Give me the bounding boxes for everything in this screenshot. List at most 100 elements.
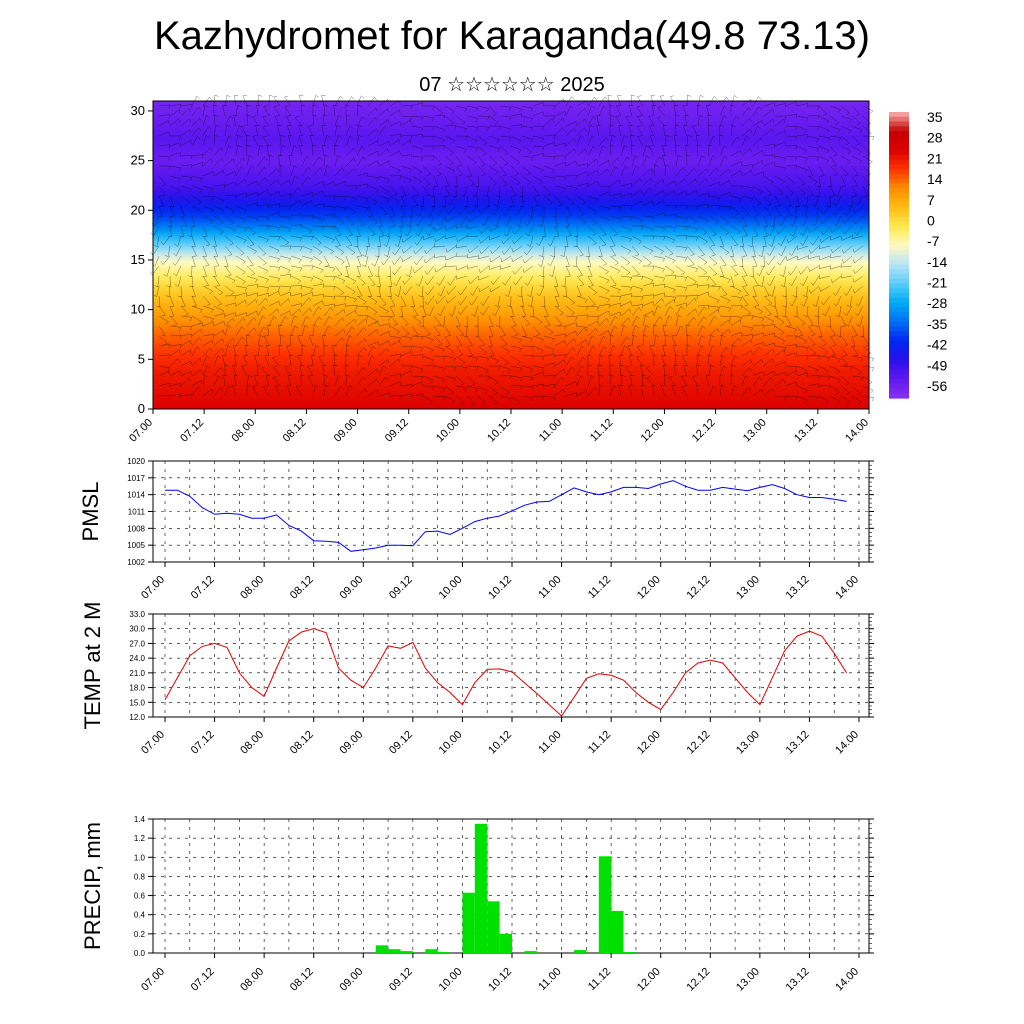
wind-barb: [456, 235, 468, 242]
wind-barb: [367, 150, 379, 157]
wind-barb: [479, 205, 490, 214]
page-subtitle: 07 ☆☆☆☆☆☆ 2025: [419, 74, 605, 96]
wind-barb: [631, 189, 643, 197]
wind-barb: [415, 225, 424, 237]
wind-barb: [312, 156, 322, 167]
wind-barb: [741, 164, 754, 169]
wind-barb: [290, 144, 298, 157]
wind-barb: [334, 215, 345, 225]
wind-barb: [609, 255, 620, 266]
x-tick-label: 11.12: [586, 966, 613, 993]
wind-barb: [400, 295, 407, 307]
wind-barb: [620, 156, 630, 167]
wind-barb: [388, 275, 393, 288]
x-tick-label: 13.00: [734, 574, 762, 602]
wind-barb: [719, 245, 730, 256]
wind-barb: [488, 375, 499, 386]
wind-barb: [587, 215, 598, 226]
wind-barb: [642, 225, 655, 233]
wind-barb: [543, 315, 551, 327]
wind-barb: [384, 225, 391, 238]
wind-barb: [767, 275, 776, 287]
wind-barb: [279, 273, 292, 279]
wind-barb: [645, 376, 655, 387]
wind-barb: [685, 324, 690, 337]
y-tick-label: 0.2: [134, 930, 146, 939]
wind-barb: [202, 339, 214, 347]
wind-barb: [367, 195, 378, 205]
wind-barb: [788, 245, 798, 257]
wind-barb: [841, 235, 853, 241]
wind-barb: [851, 375, 864, 382]
wind-barb: [158, 185, 166, 197]
wind-barb: [532, 315, 543, 325]
wind-barb: [433, 175, 439, 187]
wind-barb: [462, 325, 468, 338]
wind-barb: [400, 393, 413, 399]
wind-barb: [829, 355, 841, 363]
wind-barb: [422, 115, 435, 122]
wind-barb: [752, 215, 760, 227]
wind-barb: [840, 263, 853, 268]
wind-barb: [752, 119, 764, 127]
wind-barb: [521, 135, 533, 143]
wind-barb: [299, 364, 304, 377]
wind-barb: [785, 155, 798, 161]
wind-barb: [411, 133, 424, 139]
wind-barb: [609, 165, 619, 177]
wind-barb: [290, 165, 298, 177]
wind-barb: [696, 384, 701, 397]
wind-barb: [224, 285, 235, 296]
wind-barb: [576, 127, 587, 137]
wind-barb: [235, 144, 242, 157]
wind-barb: [378, 148, 390, 157]
wind-barb: [268, 290, 280, 297]
wind-barb: [367, 225, 376, 237]
wind-barb: [224, 181, 236, 187]
wind-barb: [224, 124, 231, 137]
wind-barb: [662, 344, 667, 357]
precip-bar: [400, 951, 413, 953]
wind-barb: [422, 125, 435, 131]
wind-barb: [436, 205, 446, 216]
wind-barb: [686, 316, 697, 327]
wind-barb: [796, 335, 808, 345]
wind-barb: [696, 354, 701, 367]
wind-barb: [202, 125, 212, 137]
wind-barb: [697, 291, 709, 297]
wind-barb: [807, 175, 818, 185]
colorbar-swatch: [889, 116, 909, 123]
wind-barb: [829, 135, 842, 142]
wind-barb: [682, 125, 688, 137]
wind-barb: [741, 245, 748, 257]
wind-barb: [334, 195, 347, 201]
wind-barb: [389, 325, 400, 335]
wind-barb: [356, 172, 368, 177]
wind-barb: [543, 185, 552, 197]
wind-barb: [565, 295, 576, 306]
wind-barb: [807, 185, 814, 197]
wind-barb: [367, 215, 378, 225]
wind-barb: [607, 94, 612, 107]
x-tick-label: 11.00: [536, 574, 563, 601]
wind-barb: [627, 345, 633, 357]
wind-barb: [246, 235, 255, 247]
wind-barb: [466, 232, 479, 238]
wind-barb: [708, 334, 715, 347]
wind-barb: [202, 255, 210, 267]
wind-barb: [279, 144, 286, 157]
x-tick-label: 08.12: [288, 729, 316, 757]
x-tick-label: 11.12: [586, 729, 613, 756]
wind-barb: [763, 376, 774, 387]
wind-barb: [653, 212, 665, 218]
wind-barb: [191, 315, 202, 325]
wind-barb: [466, 385, 479, 393]
wind-barb: [510, 135, 522, 144]
wind-barb: [169, 325, 182, 332]
wind-barb: [345, 104, 350, 117]
wind-barb: [653, 305, 661, 317]
wind-barb: [180, 305, 189, 316]
x-tick-label: 13.12: [792, 417, 820, 445]
wind-barb: [778, 215, 787, 227]
